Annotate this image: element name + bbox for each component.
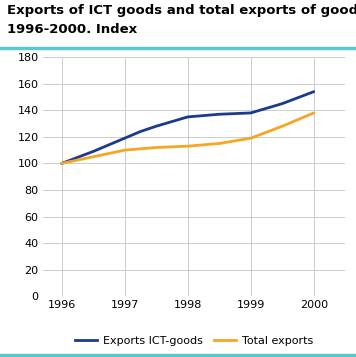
Text: Exports of ICT goods and total exports of goods.: Exports of ICT goods and total exports o… bbox=[7, 4, 356, 16]
Legend: Exports ICT-goods, Total exports: Exports ICT-goods, Total exports bbox=[71, 332, 317, 351]
Text: 1996-2000. Index: 1996-2000. Index bbox=[7, 23, 137, 36]
